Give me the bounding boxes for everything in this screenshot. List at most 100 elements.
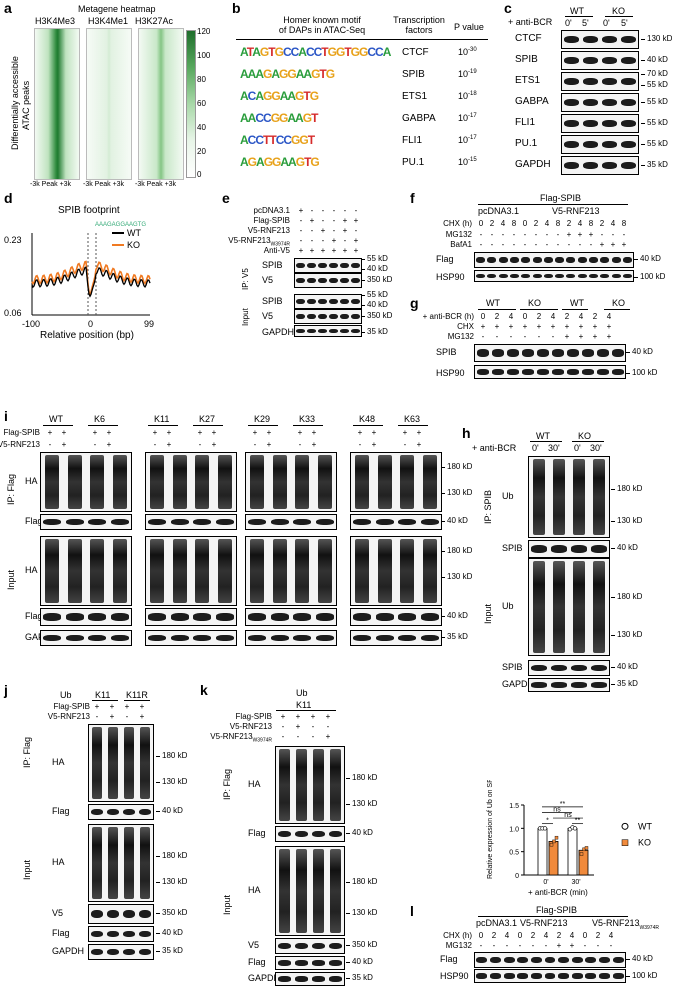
g-chx-val: + [550, 322, 556, 331]
e-blot [294, 309, 362, 324]
motif-letter: A [240, 45, 248, 59]
f-value: - [622, 230, 626, 239]
smear-lane [532, 459, 546, 535]
footprint-ytick: 0.06 [4, 308, 22, 318]
protein-band [65, 613, 84, 621]
protein-band [591, 682, 607, 688]
c-time: 0' [603, 18, 610, 28]
data-point [554, 835, 559, 840]
e-sign: - [321, 236, 325, 245]
mw-marker: 35 kD [441, 632, 468, 641]
protein-band [307, 313, 316, 320]
motif-letter: G [302, 111, 312, 125]
f-value: - [567, 240, 571, 249]
l-mg-val: - [492, 941, 496, 950]
e-sign: - [310, 236, 314, 245]
p-base: 10 [458, 113, 469, 123]
smear-lane [355, 539, 370, 603]
i-row-label: Flag [25, 516, 43, 526]
j-input-label: Input [22, 859, 32, 880]
protein-band [311, 830, 326, 838]
e-ip-label: IP: V5 [241, 268, 250, 290]
protein-band [551, 664, 567, 672]
motif-letter: G [295, 155, 305, 169]
protein-band [498, 273, 508, 279]
l-chx-val: 2 [530, 931, 536, 940]
protein-band [620, 98, 637, 107]
h-blot [528, 678, 610, 692]
protein-band [340, 313, 349, 320]
protein-band [296, 277, 305, 284]
i-flag-sign: + [211, 428, 217, 437]
protein-band [90, 948, 104, 956]
protein-band [138, 808, 152, 816]
l-mg-val: + [556, 941, 562, 950]
c-antibcr: + anti-BCR [508, 17, 553, 27]
protein-band [509, 273, 519, 279]
p-exponent: -19 [468, 69, 477, 75]
protein-band [490, 973, 501, 979]
l-mg-val: - [479, 941, 483, 950]
g-chx-val: + [536, 322, 542, 331]
mw-marker: 55 kD [361, 290, 388, 299]
j-ub: Ub [60, 690, 72, 700]
f-value: - [501, 230, 505, 239]
protein-band [106, 909, 120, 919]
smear-lane [90, 455, 105, 509]
smear-lane [150, 539, 165, 603]
c-blot-gabpa [561, 93, 639, 112]
k-input-label: Input [222, 894, 232, 915]
protein-band [532, 256, 542, 264]
k-flag-val: + [325, 712, 331, 721]
smear-lane [250, 455, 265, 509]
j-flag-label: Flag-SPIB [53, 702, 90, 711]
significance-label: * [546, 818, 549, 825]
l-mg-val: - [505, 941, 509, 950]
c-time: 5' [621, 18, 628, 28]
e-sign: + [342, 246, 348, 255]
mw-marker: 180 kD [610, 591, 643, 601]
protein-band [620, 56, 637, 65]
g-blot [474, 365, 626, 379]
smear-lane [279, 849, 290, 933]
c-time: 5' [582, 18, 589, 28]
l-row-label: HSP90 [440, 971, 469, 981]
motif-letter: T [263, 133, 270, 147]
protein-band [138, 930, 152, 938]
mw-marker: 100 kD [625, 971, 658, 980]
protein-band [307, 298, 316, 305]
protein-band [311, 942, 326, 950]
e-row-label: V5 [262, 311, 274, 321]
i-blot [145, 452, 237, 512]
motif-letter: A [287, 111, 296, 125]
motif-letter: C [255, 111, 264, 125]
protein-band [277, 976, 292, 982]
protein-band [588, 273, 598, 279]
g-group-line [478, 309, 516, 310]
i-group: K63 [404, 414, 421, 424]
e-sign: - [332, 226, 336, 235]
j-row-label: V5 [52, 908, 64, 918]
k-ip-label: IP: Flag [222, 768, 232, 800]
protein-band [294, 830, 309, 838]
l-mg132: MG132 [445, 941, 472, 950]
i-group-line [398, 425, 428, 426]
x-tick-label: 30' [571, 879, 580, 886]
protein-band [506, 369, 519, 375]
protein-band [582, 161, 599, 170]
f-top: Flag-SPIB [540, 193, 582, 203]
motif-letter: A [288, 155, 297, 169]
protein-band [601, 140, 618, 149]
c-row-label: GAPDH [515, 159, 551, 170]
g-group-line [562, 309, 588, 310]
g-antibcr: + anti-BCR (h) [422, 312, 474, 321]
protein-band [353, 613, 372, 621]
j-v5-label: V5-RNF213 [47, 712, 90, 721]
g-time: 0 [522, 312, 528, 321]
protein-band [581, 349, 594, 357]
smear-lane [112, 455, 127, 509]
f-value: 8 [511, 219, 517, 228]
e-sign: + [320, 246, 326, 255]
h-group-line [572, 441, 604, 442]
mw-marker: 40 kD [346, 828, 373, 837]
